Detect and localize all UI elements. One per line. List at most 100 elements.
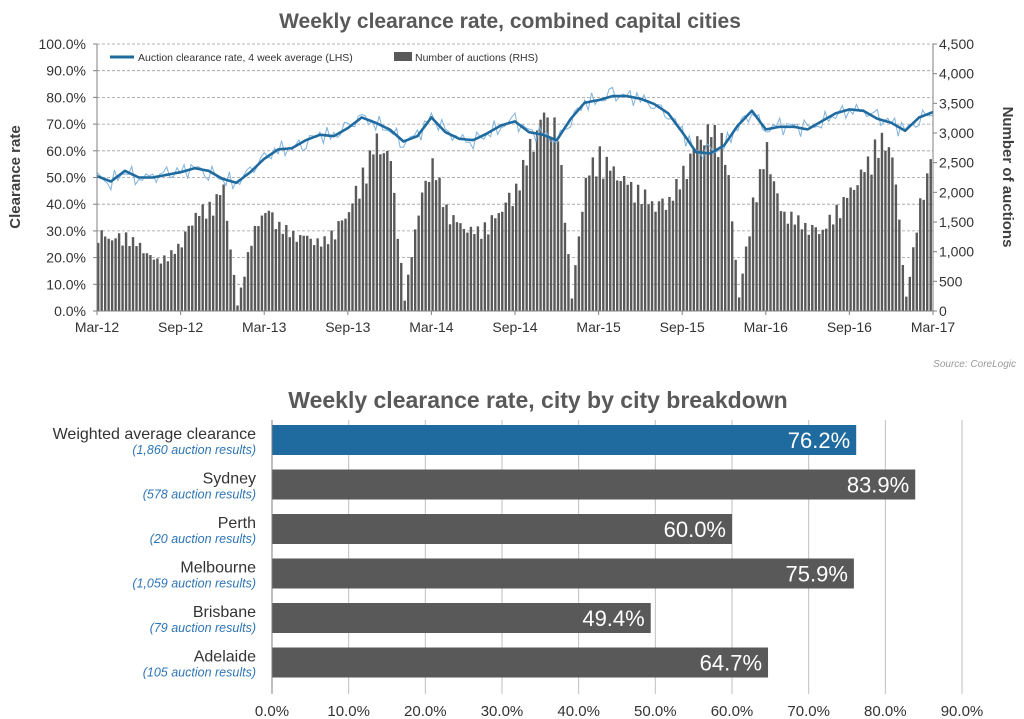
x-tick-label: Mar-13 (242, 319, 287, 335)
auction-bar (264, 212, 267, 311)
x-tick-label: 50.0% (634, 703, 677, 719)
auction-bar (884, 150, 887, 311)
auction-bar (361, 167, 365, 311)
auction-bar (849, 187, 852, 311)
auction-bar (490, 215, 494, 311)
y2-tick-label: 2,000 (939, 184, 974, 200)
auction-bar (713, 125, 716, 311)
x-tick-label: Sep-16 (827, 319, 872, 335)
x-tick-label: 20.0% (404, 703, 447, 719)
auction-bar (814, 227, 817, 311)
auction-bar (480, 238, 483, 311)
city-bars: 76.2% 83.9% 60.0% 75.9% 49.4% 64.7% (272, 425, 916, 678)
auction-bar (173, 253, 177, 311)
x-tick-label: 70.0% (787, 703, 830, 719)
auction-bar (466, 232, 469, 311)
city-name-label: Melbourne (180, 560, 256, 577)
auction-bar (831, 224, 835, 311)
auction-bar (762, 169, 765, 311)
auction-bar (633, 202, 636, 311)
auction-bar (354, 185, 358, 311)
auction-bar (330, 230, 333, 311)
auction-bar (476, 226, 480, 311)
auction-bar (835, 204, 838, 311)
auction-bar (382, 153, 386, 311)
auction-bar (852, 189, 856, 311)
auction-bar (741, 273, 744, 311)
x-tick-label: 0.0% (255, 703, 289, 719)
auction-bar (149, 255, 152, 311)
auction-bar (396, 238, 399, 311)
auction-bar (494, 218, 497, 311)
x-tick-label: Sep-15 (660, 319, 705, 335)
auction-bar (501, 211, 504, 311)
auction-bar (295, 241, 298, 311)
auction-bar (97, 242, 100, 311)
bar-value-label: 64.7% (700, 651, 762, 676)
chart1-title: Weekly clearance rate, combined capital … (279, 10, 741, 33)
auction-bar (619, 181, 622, 311)
auction-bar (629, 182, 633, 311)
auction-bar (278, 221, 281, 311)
auction-bar (685, 179, 689, 311)
auction-bar (643, 189, 647, 311)
auction-bar (696, 136, 699, 311)
auction-bar (650, 201, 654, 311)
auction-bar (145, 253, 149, 311)
city-bar (272, 514, 732, 544)
y-tick-label: 80.0% (46, 89, 86, 105)
y-tick-label: 50.0% (46, 170, 86, 186)
y2-tick-label: 500 (939, 273, 963, 289)
auction-bar (138, 242, 142, 311)
legend-bar-swatch (394, 52, 412, 61)
auction-bar (427, 181, 431, 311)
city-bar (272, 603, 651, 633)
auction-bar (420, 192, 424, 311)
auction-bar (542, 112, 546, 311)
auction-bar (724, 164, 727, 311)
auction-bar (584, 177, 588, 311)
auction-bar (316, 238, 319, 311)
auction-bar (379, 154, 382, 311)
x-tick-label: 30.0% (481, 703, 524, 719)
auction-bar (107, 238, 110, 311)
auction-bar (194, 212, 197, 311)
y-tick-label: 100.0% (39, 36, 86, 52)
city-bar (272, 558, 854, 589)
x-tick-label: Sep-12 (158, 319, 203, 335)
chart2-title: Weekly clearance rate, city by city brea… (288, 387, 787, 413)
auction-bar (469, 226, 473, 311)
auction-bar (319, 246, 323, 311)
bar-value-label: 83.9% (847, 473, 909, 498)
auction-bar (804, 222, 807, 311)
auction-bar (811, 224, 814, 311)
city-name-label: Sydney (203, 471, 256, 488)
auction-bar (198, 215, 201, 311)
auction-bar (131, 237, 135, 311)
auction-bar (243, 276, 246, 311)
bar-value-label: 75.9% (786, 562, 848, 587)
auction-bar (800, 229, 804, 311)
auction-bar (877, 157, 880, 311)
auction-bar (535, 130, 539, 311)
auction-bar (845, 197, 849, 311)
y-tick-label: 20.0% (46, 250, 86, 266)
auction-bar (337, 221, 340, 311)
auction-bar (347, 212, 351, 311)
x-tick-label: Mar-16 (744, 319, 789, 335)
auction-bar (100, 230, 103, 311)
auction-bar (117, 233, 121, 311)
x-tick-label: Sep-13 (325, 319, 370, 335)
y2-tick-label: 1,500 (939, 214, 974, 230)
x-tick-label: Sep-14 (492, 319, 537, 335)
auction-bar (483, 222, 487, 311)
auction-bar (626, 184, 629, 311)
auction-bar (901, 264, 905, 311)
auction-bar (473, 234, 476, 311)
auction-bar (720, 132, 723, 311)
auction-bar (661, 198, 664, 311)
auction-bar (232, 274, 236, 311)
y-tick-label: 10.0% (46, 276, 86, 292)
auction-bar (605, 156, 608, 311)
city-name-label: Brisbane (193, 604, 256, 621)
